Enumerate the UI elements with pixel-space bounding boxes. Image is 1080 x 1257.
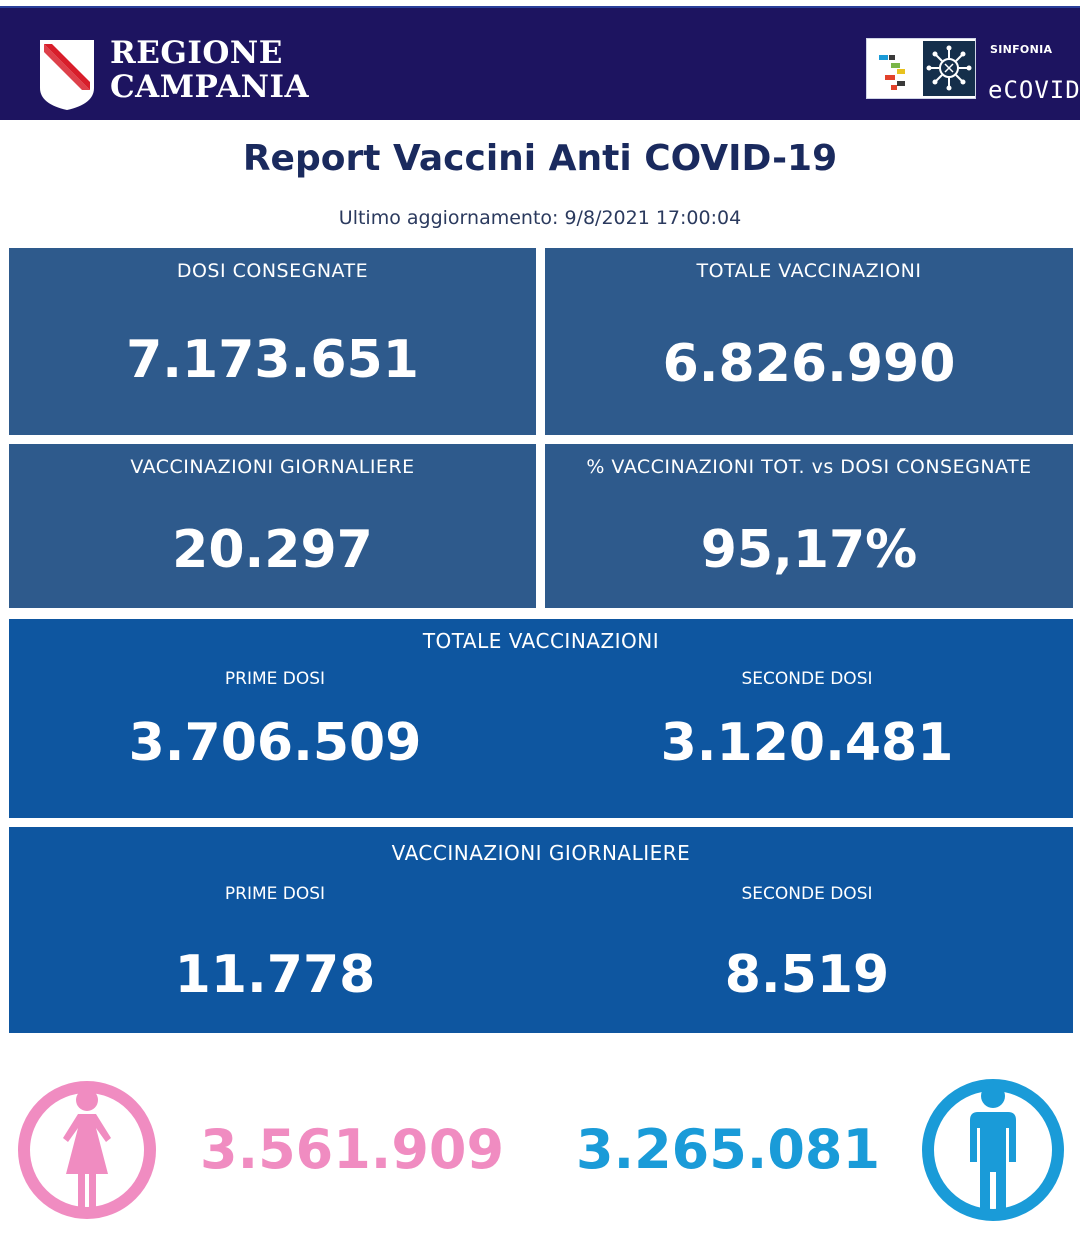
region-line-2: CAMPANIA bbox=[110, 69, 310, 105]
card-label: TOTALE VACCINAZIONI bbox=[696, 260, 922, 282]
region-line-1: REGIONE bbox=[110, 35, 283, 71]
regione-campania-shield-icon bbox=[40, 40, 94, 110]
region-logo-text: REGIONE CAMPANIA bbox=[110, 36, 309, 104]
partner-name: eCOVID bbox=[988, 76, 1080, 104]
card-value: 7.173.651 bbox=[126, 330, 419, 390]
card-percentuale: % VACCINAZIONI TOT. vs DOSI CONSEGNATE 9… bbox=[545, 444, 1073, 608]
last-updated: Ultimo aggiornamento: 9/8/2021 17:00:04 bbox=[338, 207, 742, 229]
prime-dosi-label: PRIME DOSI bbox=[224, 669, 326, 689]
card-giornaliere-breakdown: VACCINAZIONI GIORNALIERE PRIME DOSI 11.7… bbox=[9, 827, 1073, 1033]
card-label: % VACCINAZIONI TOT. vs DOSI CONSEGNATE bbox=[586, 456, 1032, 478]
sinfonia-logo-icon bbox=[879, 55, 905, 90]
top-strip bbox=[0, 0, 1080, 8]
virus-icon bbox=[926, 45, 972, 91]
prime-dosi-value: 3.706.509 bbox=[128, 713, 422, 773]
page-title: Report Vaccini Anti COVID-19 bbox=[242, 138, 838, 179]
partner-small-label: SINFONIA bbox=[990, 43, 1053, 56]
seconde-dosi-value: 3.120.481 bbox=[660, 713, 954, 773]
card-label: DOSI CONSEGNATE bbox=[176, 260, 369, 282]
partner-logo-box bbox=[866, 38, 976, 99]
card-totale-vaccinazioni: TOTALE VACCINAZIONI 6.826.990 bbox=[545, 248, 1073, 435]
breakdown-header: VACCINAZIONI GIORNALIERE bbox=[391, 841, 691, 865]
card-label: VACCINAZIONI GIORNALIERE bbox=[130, 456, 415, 478]
card-dosi-consegnate: DOSI CONSEGNATE 7.173.651 bbox=[9, 248, 536, 435]
header-bar: REGIONE CAMPANIA bbox=[0, 8, 1080, 120]
seconde-dosi-label: SECONDE DOSI bbox=[741, 669, 873, 689]
seconde-dosi-value: 8.519 bbox=[724, 945, 890, 1005]
prime-dosi-label: PRIME DOSI bbox=[224, 884, 326, 904]
male-icon bbox=[922, 1079, 1064, 1221]
seconde-dosi-label: SECONDE DOSI bbox=[741, 884, 873, 904]
female-icon bbox=[18, 1081, 156, 1219]
male-value: 3.265.081 bbox=[576, 1118, 881, 1181]
breakdown-header: TOTALE VACCINAZIONI bbox=[422, 629, 660, 653]
prime-dosi-value: 11.778 bbox=[174, 945, 376, 1005]
virus-badge bbox=[923, 41, 975, 96]
card-value: 20.297 bbox=[172, 520, 373, 580]
card-value: 95,17% bbox=[700, 520, 918, 580]
card-totale-breakdown: TOTALE VACCINAZIONI PRIME DOSI 3.706.509… bbox=[9, 619, 1073, 818]
female-value: 3.561.909 bbox=[200, 1118, 505, 1181]
card-vaccinazioni-giornaliere: VACCINAZIONI GIORNALIERE 20.297 bbox=[9, 444, 536, 608]
card-value: 6.826.990 bbox=[662, 334, 956, 394]
